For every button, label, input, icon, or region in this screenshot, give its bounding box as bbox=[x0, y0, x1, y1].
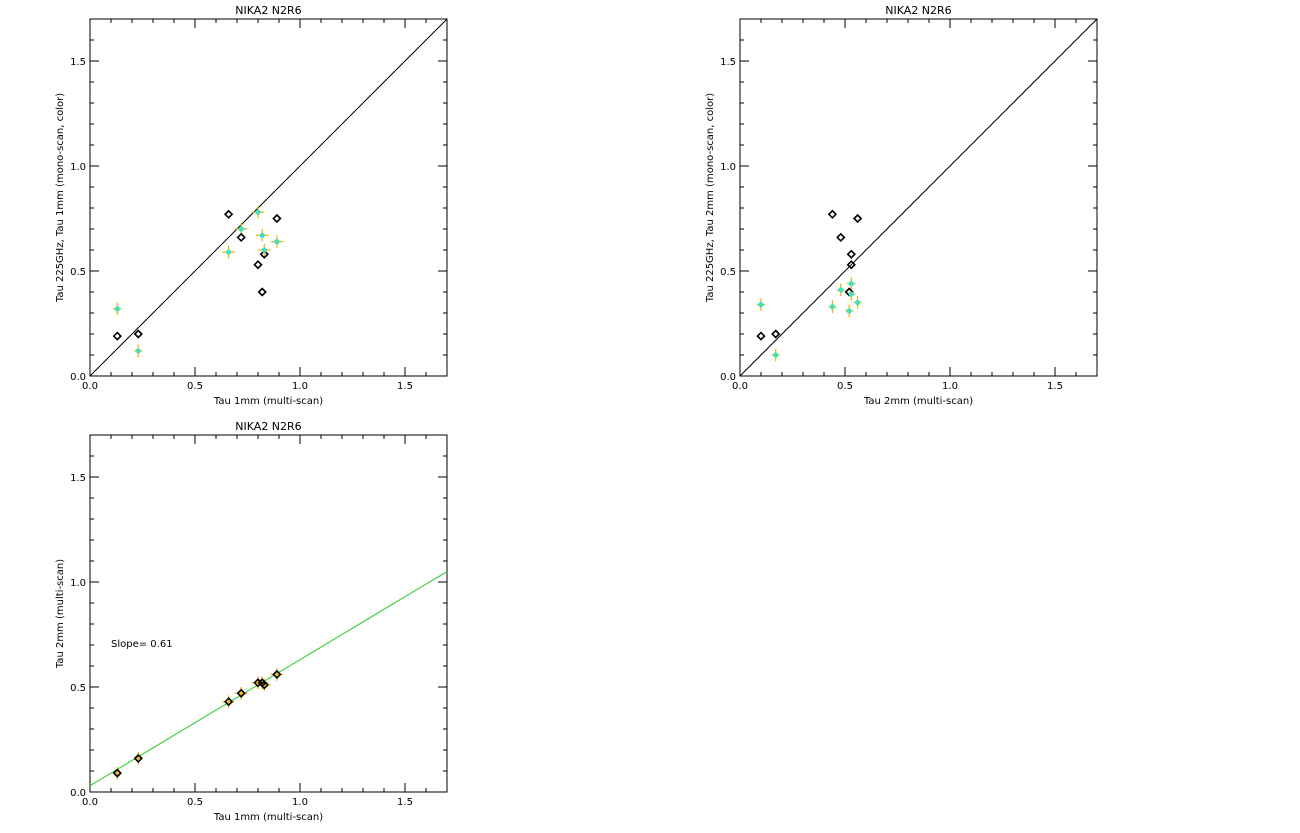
x-tick-label: 1.5 bbox=[397, 797, 413, 808]
plot-frame bbox=[739, 18, 1098, 377]
diamond-point bbox=[133, 753, 143, 764]
y-axis-label: Tau 225GHz, Tau 1mm (mono-scan, color) bbox=[55, 93, 66, 303]
x-axis-label: Tau 2mm (multi-scan) bbox=[863, 396, 973, 407]
y-tick-label: 0.0 bbox=[70, 372, 86, 383]
diamond-point bbox=[223, 209, 234, 219]
dot-point bbox=[838, 287, 844, 293]
chart-title: NIKA2 N2R6 bbox=[235, 4, 301, 17]
plot-frame bbox=[89, 434, 448, 793]
y-tick-label: 1.5 bbox=[720, 57, 736, 68]
y-tick-label: 1.5 bbox=[70, 57, 86, 68]
panel-tau2mm-vs-tau225: 0.0 0.5 1.0 1.5 0.0 0.5 1.0 1.5 NIKA2 N2R6 Tau 2m… bbox=[705, 4, 1098, 407]
y-tick-label: 0.5 bbox=[720, 267, 736, 278]
x-tick-label: 1.5 bbox=[1047, 381, 1063, 392]
dot-point bbox=[135, 348, 141, 354]
y-tick-label: 0.5 bbox=[70, 267, 86, 278]
diamond-point bbox=[112, 331, 122, 341]
x-tick-label: 1.0 bbox=[292, 797, 308, 808]
dot-point bbox=[261, 247, 267, 253]
diamond-point bbox=[846, 260, 856, 270]
y-axis-label: Tau 225GHz, Tau 2mm (mono-scan, color) bbox=[705, 93, 716, 303]
x-axis-label: Tau 1mm (multi-scan) bbox=[213, 396, 323, 407]
panel-tau1mm-vs-tau225: 0.0 0.5 1.0 1.5 0.0 0.5 1.0 1.5 NIKA2 N2R6 Tau 1m… bbox=[55, 4, 448, 407]
diamond-point bbox=[112, 768, 122, 778]
x-tick-label: 0.5 bbox=[187, 381, 203, 392]
diamond-point bbox=[259, 680, 269, 690]
x-tick-label: 0.5 bbox=[837, 381, 853, 392]
y-tick-label: 1.0 bbox=[70, 578, 86, 589]
dot-point bbox=[259, 232, 265, 238]
chart-title: NIKA2 N2R6 bbox=[235, 420, 301, 433]
dot-point bbox=[226, 249, 232, 255]
y-tick-label: 0.0 bbox=[720, 372, 736, 383]
y-axis-label: Tau 2mm (multi-scan) bbox=[55, 559, 66, 669]
chart-title: NIKA2 N2R6 bbox=[885, 4, 951, 17]
dot-point bbox=[773, 352, 779, 358]
diamond-point bbox=[272, 213, 282, 224]
diamond-point bbox=[771, 329, 781, 339]
dot-point bbox=[238, 226, 244, 232]
panel-tau2mm-vs-tau1mm: 0.0 0.5 1.0 1.5 0.0 0.5 1.0 1.5 NIKA2 N2R6 Tau 1m… bbox=[55, 420, 448, 823]
dot-point bbox=[848, 291, 854, 297]
x-tick-label: 0.5 bbox=[187, 797, 203, 808]
diamond-point bbox=[133, 329, 143, 339]
one-to-one-line bbox=[740, 19, 1097, 376]
x-tick-label: 0.0 bbox=[82, 381, 98, 392]
x-tick-label: 1.0 bbox=[292, 381, 308, 392]
diamond-point bbox=[836, 232, 846, 243]
dot-point bbox=[274, 239, 280, 245]
diamond-point bbox=[257, 287, 267, 297]
diamond-point bbox=[756, 331, 766, 341]
diamond-point bbox=[236, 232, 246, 243]
fit-line bbox=[90, 571, 447, 787]
one-to-one-line bbox=[90, 19, 447, 376]
y-tick-label: 1.0 bbox=[70, 162, 86, 173]
dot-point bbox=[846, 308, 852, 314]
x-tick-label: 1.0 bbox=[942, 381, 958, 392]
diamond-point bbox=[223, 697, 234, 707]
y-tick-label: 0.0 bbox=[70, 788, 86, 799]
dot-point bbox=[829, 304, 836, 310]
x-tick-label: 1.5 bbox=[397, 381, 413, 392]
x-tick-label: 0.0 bbox=[82, 797, 98, 808]
diamond-point bbox=[259, 249, 269, 259]
y-tick-label: 0.5 bbox=[70, 683, 86, 694]
dot-point bbox=[758, 302, 764, 308]
plot-frame bbox=[89, 18, 448, 377]
y-tick-label: 1.0 bbox=[720, 162, 736, 173]
diamond-point bbox=[236, 688, 246, 698]
diamond-point bbox=[827, 209, 838, 219]
dot-point bbox=[255, 209, 261, 215]
diamond-point bbox=[846, 249, 856, 259]
y-tick-label: 1.5 bbox=[70, 473, 86, 484]
dot-point bbox=[855, 299, 861, 306]
dot-point bbox=[848, 281, 854, 287]
diamond-point bbox=[852, 213, 863, 224]
diamond-point bbox=[272, 669, 282, 680]
slope-annotation: Slope= 0.61 bbox=[111, 639, 173, 650]
x-tick-label: 0.0 bbox=[732, 381, 748, 392]
x-axis-label: Tau 1mm (multi-scan) bbox=[213, 812, 323, 823]
dot-point bbox=[114, 306, 120, 312]
diamond-point bbox=[253, 260, 263, 270]
